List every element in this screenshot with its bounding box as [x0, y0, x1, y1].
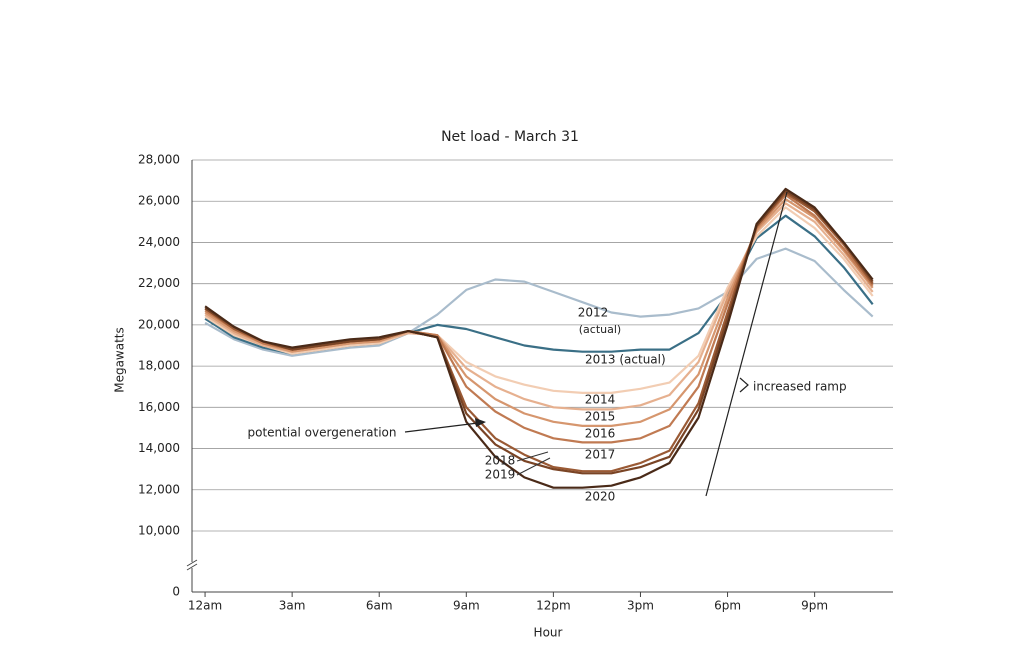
- chart-title: Net load - March 31: [441, 129, 579, 145]
- y-tick-label: 16,000: [138, 400, 180, 414]
- y-tick-label: 28,000: [138, 153, 180, 167]
- y-tick-label: 24,000: [138, 235, 180, 249]
- series-line: [204, 247, 874, 357]
- series-line: [204, 193, 874, 444]
- axis-break: [186, 559, 198, 567]
- series-label: 2018: [485, 454, 516, 468]
- annotation: potential overgeneration: [247, 426, 396, 440]
- series-label: 2012: [578, 306, 609, 320]
- y-tick-label: 18,000: [138, 359, 180, 373]
- y-tick-label: 0: [172, 585, 180, 599]
- y-tick-label: 20,000: [138, 317, 180, 331]
- y-tick-label: 14,000: [138, 441, 180, 455]
- ramp-bracket: [739, 377, 749, 393]
- y-tick-label: 26,000: [138, 194, 180, 208]
- y-axis-label: Megawatts: [113, 327, 127, 393]
- series-label: 2013 (actual): [585, 353, 666, 367]
- series-line: [204, 189, 874, 475]
- annotation: increased ramp: [753, 380, 847, 394]
- series-line: [204, 198, 874, 427]
- label-leader: [516, 457, 551, 476]
- annotation-arrow: [404, 422, 479, 433]
- series-line: [204, 202, 874, 411]
- label-leader: [516, 451, 549, 462]
- ramp-line: [705, 191, 788, 497]
- series-label: 2016: [585, 427, 616, 441]
- x-tick-label: 12pm: [536, 599, 571, 613]
- annotation: (actual): [579, 323, 621, 336]
- series-line: [204, 187, 874, 489]
- x-tick-label: 9pm: [801, 599, 828, 613]
- axis-break: [186, 563, 198, 571]
- y-tick-label: 10,000: [138, 524, 180, 538]
- series-label: 2020: [585, 490, 616, 504]
- x-axis-label: Hour: [534, 626, 563, 640]
- series-line: [204, 214, 874, 355]
- arrow-head: [475, 418, 486, 427]
- x-tick-label: 9am: [453, 599, 480, 613]
- series-label: 2019: [485, 468, 516, 482]
- series-label: 2014: [585, 393, 616, 407]
- y-tick-label: 12,000: [138, 482, 180, 496]
- y-tick-label: 22,000: [138, 276, 180, 290]
- series-label: 2015: [585, 410, 616, 424]
- x-tick-label: 6am: [366, 599, 393, 613]
- series-label: 2017: [585, 448, 616, 462]
- x-tick-label: 12am: [188, 599, 222, 613]
- x-tick-label: 3am: [279, 599, 306, 613]
- series-line: [204, 206, 874, 394]
- x-tick-label: 3pm: [627, 599, 654, 613]
- axis-break-gap: [188, 562, 196, 568]
- x-tick-label: 6pm: [714, 599, 741, 613]
